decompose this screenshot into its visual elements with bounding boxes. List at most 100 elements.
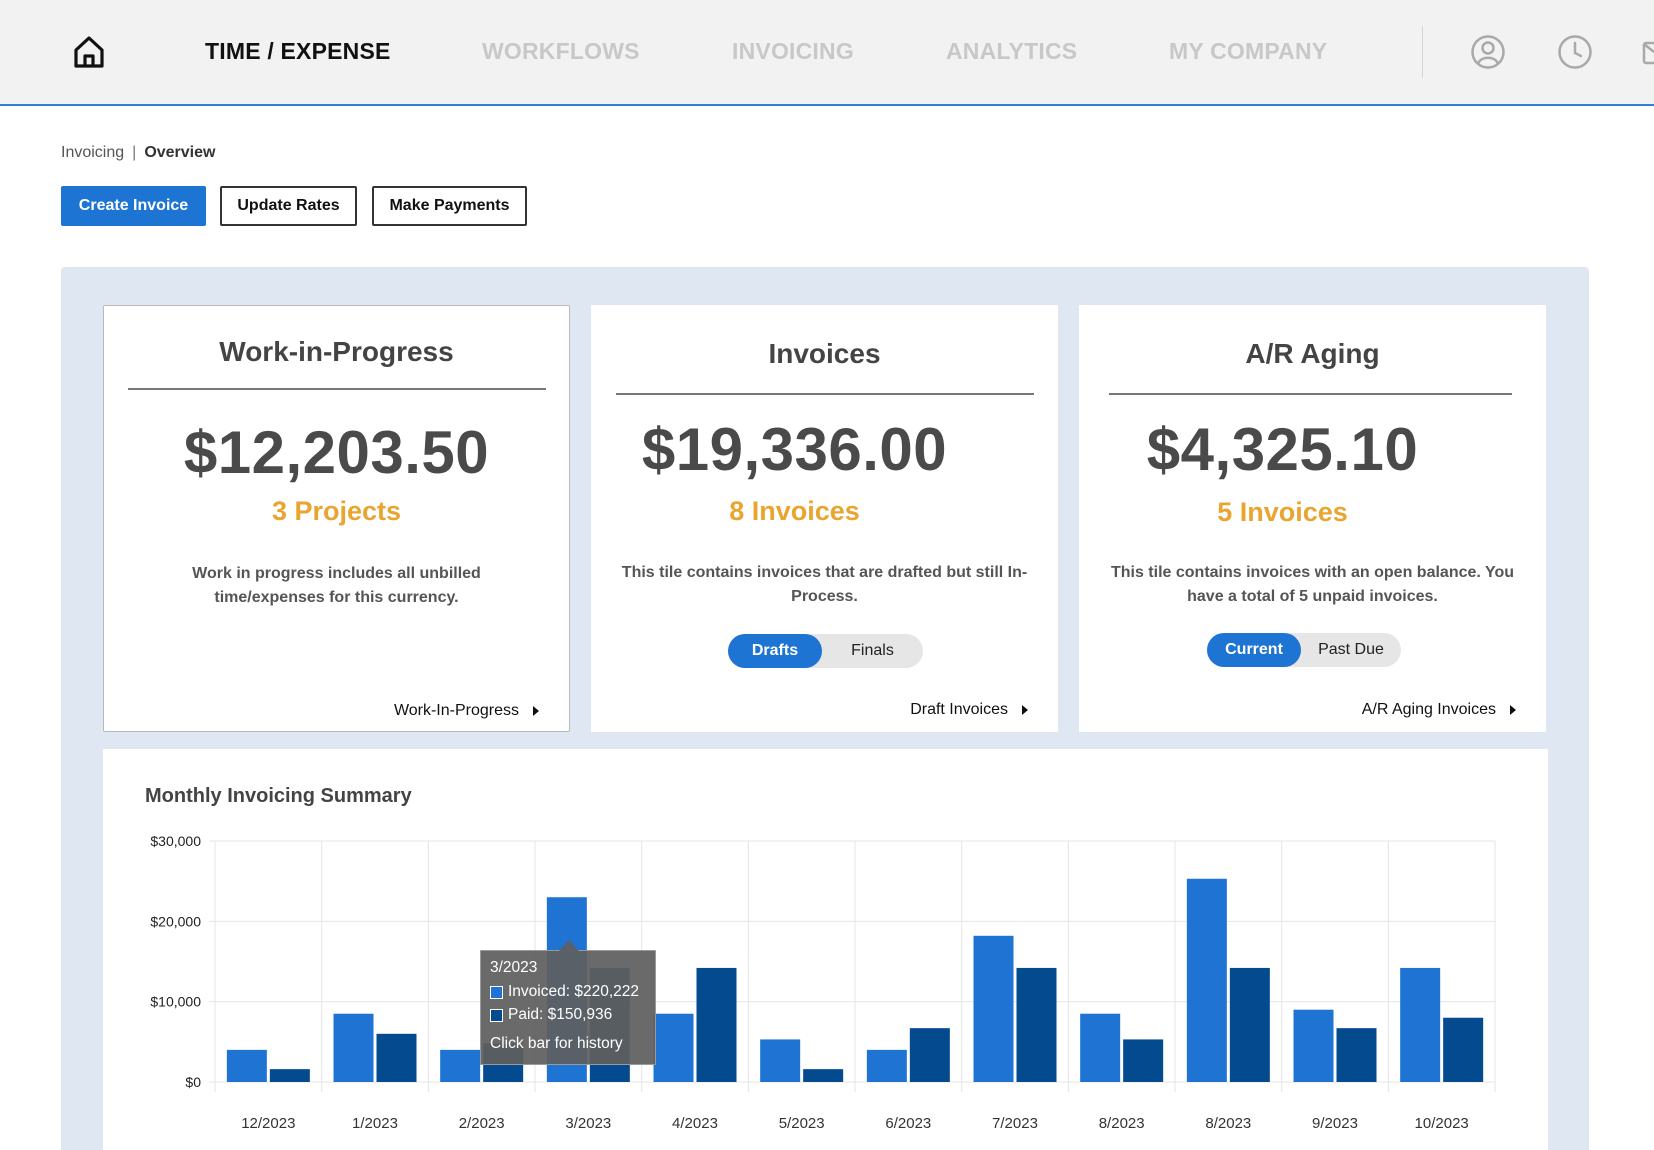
tile-divider bbox=[1109, 393, 1512, 395]
invoiced-bar[interactable] bbox=[653, 1013, 694, 1082]
paid-bar[interactable] bbox=[1229, 967, 1270, 1082]
current-pastdue-toggle: Current Past Due bbox=[1207, 633, 1401, 667]
wip-tile: Work-in-Progress $12,203.50 3 Projects W… bbox=[103, 305, 570, 732]
make-payments-button[interactable]: Make Payments bbox=[372, 186, 527, 226]
tooltip-hint: Click bar for history bbox=[490, 1035, 623, 1052]
tile-count: 3 Projects bbox=[271, 496, 402, 526]
monthly-invoicing-card: Monthly Invoicing Summary $0 $10,000 $20,0… bbox=[103, 749, 1548, 1150]
invoiced-bar[interactable] bbox=[760, 1039, 801, 1082]
monthly-invoicing-chart: $0 $10,000 $20,000 $30,000 12/2023 1/2023 2/20… bbox=[150, 833, 1496, 1132]
y-tick-label: $10,000 bbox=[150, 994, 201, 1010]
paid-bar[interactable] bbox=[1336, 1028, 1377, 1082]
ar-aging-invoices-link[interactable]: A/R Aging Invoices bbox=[1362, 701, 1516, 719]
tile-description: This tile contains invoices with an open… bbox=[1110, 564, 1515, 605]
breadcrumb-current: Overview bbox=[144, 144, 216, 161]
x-tick-label: 6/2023 bbox=[885, 1115, 931, 1132]
breadcrumb-separator: | bbox=[132, 144, 137, 161]
tile-divider bbox=[616, 393, 1034, 395]
invoiced-bar[interactable] bbox=[1186, 878, 1227, 1082]
top-nav: TIME / EXPENSE WORKFLOWS INVOICING ANALY… bbox=[0, 0, 1654, 106]
nav-invoicing[interactable]: INVOICING bbox=[732, 38, 854, 64]
x-tick-label: 2/2023 bbox=[459, 1115, 505, 1132]
invoiced-bar[interactable] bbox=[973, 935, 1014, 1082]
tile-divider bbox=[128, 388, 546, 390]
caret-right-icon bbox=[1510, 705, 1516, 715]
invoiced-bar[interactable] bbox=[1293, 1009, 1334, 1082]
x-tick-label: 7/2023 bbox=[992, 1115, 1038, 1132]
tile-amount: $4,325.10 bbox=[1146, 416, 1419, 483]
create-invoice-button[interactable]: Create Invoice bbox=[61, 186, 206, 226]
y-tick-label: $0 bbox=[185, 1074, 201, 1090]
x-tick-label: 1/2023 bbox=[352, 1115, 398, 1132]
y-tick-label: $30,000 bbox=[150, 833, 201, 849]
caret-right-icon bbox=[1022, 705, 1028, 715]
invoiced-bar[interactable] bbox=[333, 1013, 374, 1082]
clock-icon[interactable] bbox=[1557, 34, 1593, 70]
invoiced-bar[interactable] bbox=[1080, 1013, 1121, 1082]
toggle-drafts[interactable]: Drafts bbox=[728, 634, 822, 668]
wip-link-label: Work-In-Progress bbox=[393, 702, 519, 719]
tooltip-month: 3/2023 bbox=[490, 959, 538, 976]
x-tick-label: 3/2023 bbox=[565, 1115, 611, 1132]
breadcrumb: Invoicing | Overview bbox=[61, 144, 215, 162]
wip-link[interactable]: Work-In-Progress bbox=[394, 702, 539, 720]
invoices-tile: Invoices $19,336.00 8 Invoices This tile… bbox=[591, 305, 1058, 732]
paid-bar[interactable] bbox=[1443, 1017, 1484, 1082]
nav-workflows[interactable]: WORKFLOWS bbox=[482, 38, 640, 64]
mail-icon[interactable] bbox=[1642, 34, 1654, 70]
nav-divider bbox=[1422, 26, 1423, 78]
tile-amount: $19,336.00 bbox=[641, 416, 948, 483]
drafts-finals-toggle: Drafts Finals bbox=[728, 634, 923, 668]
nav-analytics[interactable]: ANALYTICS bbox=[946, 38, 1078, 64]
nav-my-company[interactable]: MY COMPANY bbox=[1169, 38, 1328, 64]
x-tick-label: 8/2023 bbox=[1205, 1115, 1251, 1132]
nav-time-expense[interactable]: TIME / EXPENSE bbox=[205, 38, 391, 64]
home-icon[interactable] bbox=[70, 33, 108, 71]
tooltip-pointer bbox=[559, 940, 579, 951]
tile-title: Invoices bbox=[768, 338, 881, 369]
ar-aging-tile: A/R Aging $4,325.10 5 Invoices This tile… bbox=[1079, 305, 1546, 732]
toggle-current[interactable]: Current bbox=[1207, 633, 1301, 667]
caret-right-icon bbox=[533, 706, 539, 716]
x-tick-label: 5/2023 bbox=[779, 1115, 825, 1132]
x-tick-label: 9/2023 bbox=[1312, 1115, 1358, 1132]
tooltip-paid: Paid: $150,936 bbox=[490, 1006, 612, 1024]
user-icon[interactable] bbox=[1470, 34, 1506, 70]
tile-count: 8 Invoices bbox=[729, 496, 860, 526]
draft-invoices-link-label: Draft Invoices bbox=[910, 701, 1008, 718]
paid-bar[interactable] bbox=[909, 1028, 950, 1082]
invoiced-bar[interactable] bbox=[1400, 967, 1441, 1082]
tile-amount: $12,203.50 bbox=[183, 419, 490, 486]
paid-bar[interactable] bbox=[1016, 967, 1057, 1082]
invoiced-swatch bbox=[490, 985, 503, 999]
invoiced-bar[interactable] bbox=[226, 1049, 267, 1082]
tooltip-invoiced: Invoiced: $220,222 bbox=[490, 983, 639, 1001]
tile-title: Work-in-Progress bbox=[219, 336, 454, 367]
paid-bar[interactable] bbox=[1123, 1039, 1164, 1082]
paid-bar[interactable] bbox=[696, 967, 737, 1082]
update-rates-button[interactable]: Update Rates bbox=[220, 186, 357, 226]
ar-aging-invoices-link-label: A/R Aging Invoices bbox=[1361, 701, 1496, 718]
tile-description: Work in progress includes all unbilled t… bbox=[192, 565, 481, 606]
paid-bar[interactable] bbox=[376, 1033, 417, 1082]
tooltip-paid-label: Paid: $150,936 bbox=[508, 1006, 613, 1023]
tile-description: This tile contains invoices that are dra… bbox=[621, 564, 1028, 605]
x-tick-label: 12/2023 bbox=[241, 1115, 295, 1132]
tooltip-invoiced-label: Invoiced: $220,222 bbox=[508, 983, 639, 1000]
invoiced-bar[interactable] bbox=[866, 1049, 907, 1082]
paid-bar[interactable] bbox=[803, 1069, 844, 1082]
breadcrumb-parent[interactable]: Invoicing bbox=[61, 144, 125, 161]
tile-title: A/R Aging bbox=[1245, 338, 1380, 369]
x-tick-label: 8/2023 bbox=[1099, 1115, 1145, 1132]
tile-count: 5 Invoices bbox=[1217, 497, 1348, 527]
toggle-past-due[interactable]: Past Due bbox=[1318, 641, 1384, 658]
toggle-finals[interactable]: Finals bbox=[851, 642, 894, 659]
y-tick-label: $20,000 bbox=[150, 913, 201, 929]
draft-invoices-link[interactable]: Draft Invoices bbox=[910, 701, 1028, 719]
chart-title: Monthly Invoicing Summary bbox=[145, 785, 412, 807]
invoiced-bar[interactable] bbox=[440, 1049, 481, 1082]
x-tick-label: 10/2023 bbox=[1415, 1115, 1469, 1132]
chart-tooltip: 3/2023 Invoiced: $220,222 Paid: $150,936… bbox=[480, 940, 656, 1065]
paid-swatch bbox=[490, 1008, 503, 1022]
paid-bar[interactable] bbox=[269, 1069, 310, 1082]
